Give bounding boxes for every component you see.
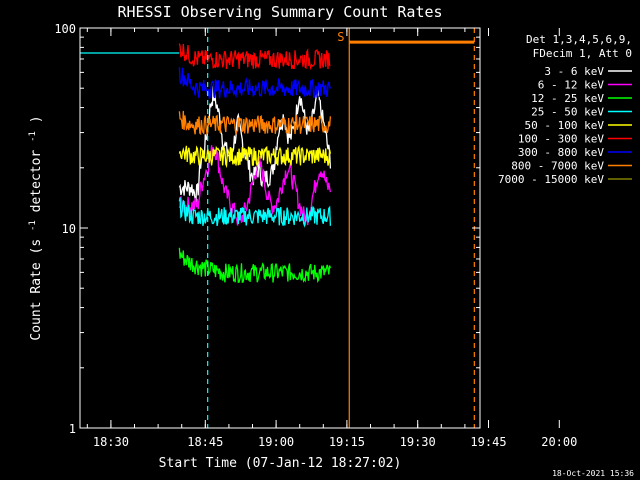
y-tick-label: 1 — [69, 422, 76, 436]
y-tick-label: 100 — [54, 22, 76, 36]
y-axis-label-end: ) — [29, 115, 44, 123]
y-axis-label-mid: detector — [29, 150, 44, 213]
y-axis-label-sup2: -1 — [28, 131, 38, 142]
series-layer — [80, 43, 332, 284]
footer-timestamp: 18-Oct-2021 15:36 — [552, 469, 634, 478]
series-line — [178, 43, 331, 71]
legend-entry-label: 3 - 6 keV — [544, 65, 604, 78]
x-tick-label: 19:45 — [470, 435, 506, 449]
x-tick-label: 18:45 — [187, 435, 223, 449]
series-line — [178, 67, 332, 99]
legend-entry-label: 100 - 300 keV — [518, 133, 604, 146]
x-tick-label: 19:15 — [329, 435, 365, 449]
legend-header-line-2: FDecim 1, Att 0 — [533, 47, 632, 60]
y-axis-label-sup1: -1 — [28, 220, 38, 231]
legend-header-line-1: Det 1,3,4,5,6,9, — [526, 33, 632, 46]
y-axis-label-main: Count Rate (s — [29, 239, 44, 341]
y-axis: 1 10 100 — [54, 22, 480, 436]
legend-entry-label: 12 - 25 keV — [531, 92, 604, 105]
series-line — [178, 247, 332, 284]
y-axis-label: Count Rate (s -1 detector -1 ) — [24, 115, 44, 340]
legend-entry-label: 6 - 12 keV — [538, 79, 605, 92]
x-axis: 18:30 18:45 19:00 19:15 19:30 19:45 20:00 — [86, 28, 577, 449]
x-tick-label: 18:30 — [93, 435, 129, 449]
legend-entry-label: 25 - 50 keV — [531, 106, 604, 119]
chart-title: RHESSI Observing Summary Count Rates — [117, 3, 442, 21]
y-tick-label: 10 — [62, 222, 76, 236]
x-tick-label: 19:00 — [258, 435, 294, 449]
x-tick-label: 20:00 — [541, 435, 577, 449]
series-line — [178, 197, 332, 228]
legend-entry-label: 800 - 7000 keV — [511, 160, 604, 173]
legend-entry-label: 7000 - 15000 keV — [498, 173, 604, 186]
saa-flag-label: S — [337, 30, 344, 44]
series-line — [178, 145, 332, 226]
legend-entry-label: 50 - 100 keV — [525, 119, 605, 132]
series-line — [178, 144, 332, 169]
legend-entry-label: 300 - 800 keV — [518, 146, 604, 159]
x-tick-label: 19:30 — [400, 435, 436, 449]
legend: Det 1,3,4,5,6,9, FDecim 1, Att 0 3 - 6 k… — [498, 33, 632, 186]
x-axis-label: Start Time (07-Jan-12 18:27:02) — [159, 456, 402, 471]
series-line — [178, 110, 332, 136]
